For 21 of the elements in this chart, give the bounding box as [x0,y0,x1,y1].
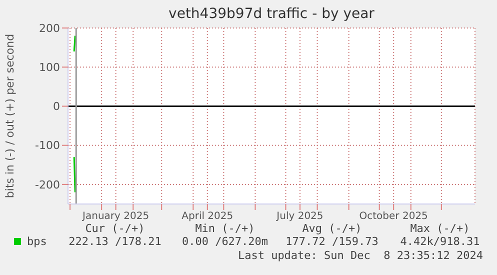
text: Cur (-/+) [84,222,146,235]
text: Max (-/+) [409,222,471,235]
legend-label: bps [27,235,47,248]
y-tick-label: 200 [39,22,60,35]
text: 177.72 /159.73 [284,235,380,248]
y-tick-label: 0 [53,100,60,114]
text: Min (-/+) [194,222,256,235]
y-tick-label: -100 [35,139,60,152]
y-tick-label: -200 [35,178,60,192]
x-tick-label: January 2025 [82,211,150,222]
text: Avg (-/+) [301,222,363,235]
text: 4.42k/918.31 [399,235,481,248]
x-tick-label: April 2025 [182,211,234,222]
text: Last update: Sun Dec 8 23:35:12 2024 [238,249,483,262]
y-tick-label: 100 [39,61,60,74]
text: 0.00 /627.20m [180,235,270,248]
x-tick-label: July 2025 [276,211,324,222]
text: 222.13 /178.21 [68,235,162,248]
y-axis-title: bits in (-) / out (+) per second [4,34,16,198]
x-tick-label: October 2025 [359,211,428,222]
chart-title: veth439b97d traffic - by year [168,6,376,22]
